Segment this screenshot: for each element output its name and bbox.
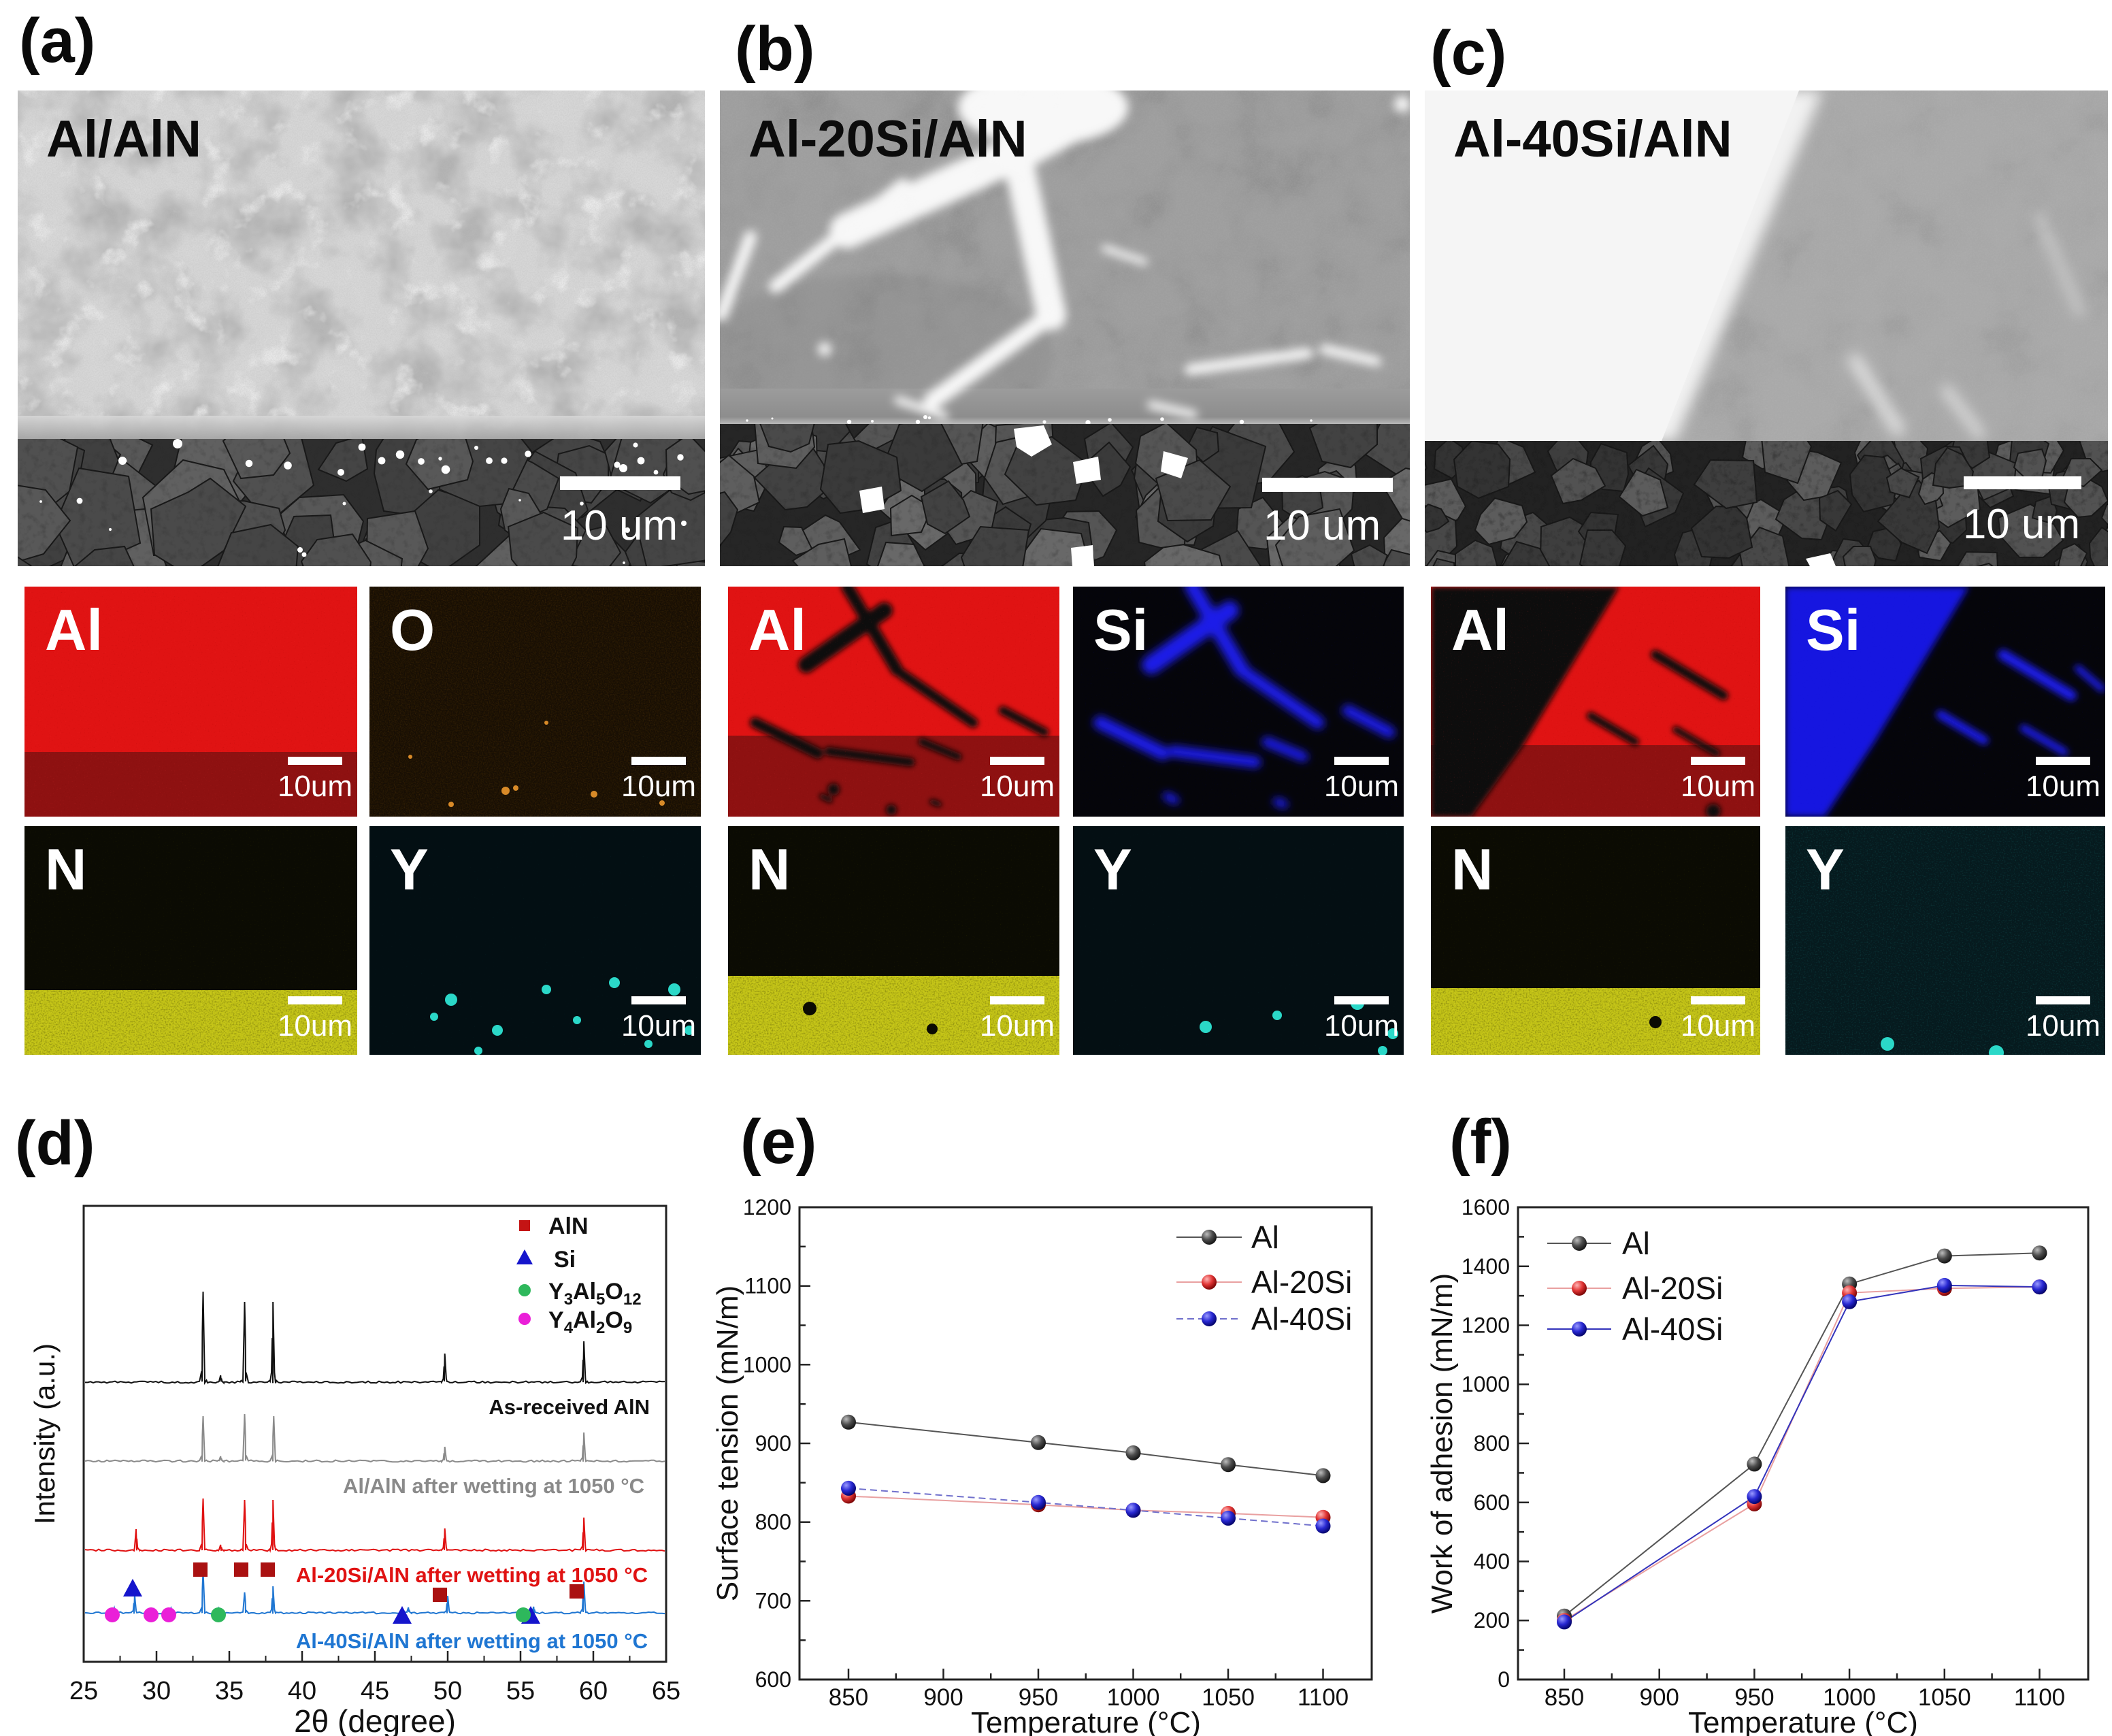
svg-text:10um: 10um (278, 770, 352, 803)
svg-text:800: 800 (755, 1510, 791, 1535)
svg-text:N: N (1451, 838, 1493, 902)
svg-text:800: 800 (1474, 1431, 1510, 1456)
svg-text:1000: 1000 (743, 1352, 791, 1377)
svg-text:950: 950 (1734, 1684, 1774, 1711)
svg-text:Si: Si (1806, 598, 1860, 663)
svg-text:50: 50 (433, 1677, 462, 1705)
svg-text:As-received AlN: As-received AlN (489, 1395, 650, 1419)
svg-text:400: 400 (1474, 1550, 1510, 1574)
svg-text:850: 850 (829, 1684, 868, 1711)
svg-text:Y3Al5O12: Y3Al5O12 (548, 1279, 642, 1309)
svg-text:Al: Al (45, 598, 103, 663)
svg-text:10um: 10um (278, 1009, 352, 1043)
svg-text:1100: 1100 (744, 1274, 791, 1298)
svg-text:Al-40Si: Al-40Si (1251, 1301, 1352, 1337)
svg-text:10um: 10um (621, 770, 696, 803)
svg-text:40: 40 (288, 1677, 316, 1705)
svg-text:Y: Y (1806, 838, 1845, 902)
svg-text:Work of adhesion (mN/m): Work of adhesion (mN/m) (1429, 1273, 1459, 1614)
svg-text:10um: 10um (1681, 770, 1755, 803)
svg-text:700: 700 (755, 1588, 791, 1613)
svg-text:N: N (748, 838, 790, 902)
svg-text:10um: 10um (1324, 770, 1399, 803)
svg-text:10um: 10um (2026, 770, 2100, 803)
svg-text:Al: Al (748, 598, 806, 663)
svg-text:600: 600 (1474, 1490, 1510, 1515)
svg-text:1600: 1600 (1462, 1195, 1510, 1219)
svg-text:30: 30 (142, 1677, 171, 1705)
svg-text:Al: Al (1622, 1226, 1650, 1261)
svg-text:1000: 1000 (1107, 1684, 1160, 1711)
svg-text:Al: Al (1451, 598, 1509, 663)
svg-text:Al-20Si: Al-20Si (1622, 1271, 1723, 1306)
svg-text:60: 60 (579, 1677, 608, 1705)
svg-text:Al-40Si/AlN: Al-40Si/AlN (1453, 110, 1732, 168)
svg-text:Y: Y (390, 838, 429, 902)
svg-text:45: 45 (361, 1677, 389, 1705)
svg-text:1100: 1100 (2014, 1684, 2065, 1711)
svg-text:Surface tension (mN/m): Surface tension (mN/m) (714, 1285, 744, 1602)
svg-text:850: 850 (1545, 1684, 1584, 1711)
svg-text:65: 65 (652, 1677, 680, 1705)
svg-text:1200: 1200 (743, 1195, 791, 1219)
svg-text:N: N (45, 838, 86, 902)
svg-text:950: 950 (1019, 1684, 1058, 1711)
svg-text:Al-40Si: Al-40Si (1622, 1311, 1723, 1347)
svg-text:1000: 1000 (1823, 1684, 1876, 1711)
svg-text:Al: Al (1251, 1219, 1279, 1255)
svg-text:Al-20Si: Al-20Si (1251, 1264, 1352, 1300)
svg-text:10 um: 10 um (561, 502, 678, 549)
svg-text:900: 900 (923, 1684, 963, 1711)
svg-text:Temperature (°C): Temperature (°C) (971, 1706, 1201, 1736)
svg-text:1050: 1050 (1918, 1684, 1971, 1711)
svg-text:900: 900 (1639, 1684, 1679, 1711)
svg-text:10 um: 10 um (1963, 501, 2080, 548)
svg-text:Al-40Si/AlN after wetting at 1: Al-40Si/AlN after wetting at 1050 °C (296, 1629, 648, 1653)
svg-text:10um: 10um (980, 770, 1055, 803)
svg-text:200: 200 (1474, 1608, 1510, 1633)
svg-text:0: 0 (1498, 1667, 1510, 1692)
svg-text:Al/AlN after wetting at 1050 °: Al/AlN after wetting at 1050 °C (343, 1474, 644, 1498)
svg-text:Intensity (a.u.): Intensity (a.u.) (29, 1343, 61, 1524)
svg-text:10um: 10um (980, 1009, 1055, 1043)
svg-text:O: O (390, 598, 435, 663)
svg-text:10um: 10um (1324, 1009, 1399, 1043)
svg-text:2θ (degree): 2θ (degree) (294, 1703, 456, 1736)
svg-text:Temperature (°C): Temperature (°C) (1688, 1706, 1918, 1736)
svg-text:Al-20Si/AlN: Al-20Si/AlN (748, 110, 1027, 168)
svg-text:Si: Si (1093, 598, 1148, 663)
svg-text:Y4Al2O9: Y4Al2O9 (548, 1307, 632, 1337)
svg-text:10 um: 10 um (1264, 502, 1381, 549)
svg-text:900: 900 (755, 1431, 791, 1456)
svg-text:1400: 1400 (1462, 1254, 1510, 1279)
svg-text:10um: 10um (1681, 1009, 1755, 1043)
svg-text:35: 35 (215, 1677, 244, 1705)
svg-text:10um: 10um (621, 1009, 696, 1043)
svg-text:1000: 1000 (1462, 1372, 1510, 1396)
svg-text:10um: 10um (2026, 1009, 2100, 1043)
svg-text:AlN: AlN (548, 1213, 589, 1239)
svg-text:Si: Si (554, 1247, 576, 1273)
svg-text:1100: 1100 (1298, 1684, 1349, 1711)
svg-text:1050: 1050 (1202, 1684, 1255, 1711)
svg-text:1200: 1200 (1462, 1313, 1510, 1338)
svg-text:600: 600 (755, 1667, 791, 1692)
svg-text:Y: Y (1093, 838, 1132, 902)
svg-text:25: 25 (69, 1677, 98, 1705)
svg-text:55: 55 (506, 1677, 535, 1705)
svg-text:Al-20Si/AlN after wetting at 1: Al-20Si/AlN after wetting at 1050 °C (296, 1563, 648, 1587)
svg-text:Al/AlN: Al/AlN (46, 110, 201, 168)
